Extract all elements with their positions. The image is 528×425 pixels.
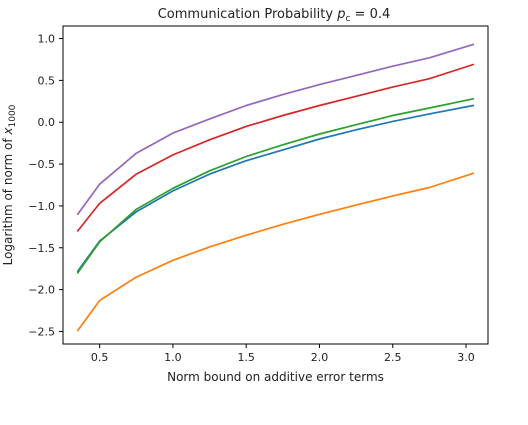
y-tick-label: −0.5 xyxy=(28,158,55,171)
y-axis-label: Logarithm of norm of x1000 xyxy=(1,104,18,265)
series-line-3 xyxy=(76,97,475,274)
x-tick-label: 3.0 xyxy=(457,351,475,364)
x-tick-label: 2.5 xyxy=(384,351,402,364)
x-tick-label: 0.5 xyxy=(91,351,109,364)
y-tick-label: 0.5 xyxy=(38,74,56,87)
y-axis-ticks: −2.5 −2.0 −1.5 −1.0 −0.5 0.0 0.5 1.0 xyxy=(28,33,63,338)
plot-frame xyxy=(62,25,489,345)
y-axis-label-text: Logarithm of norm of xyxy=(1,135,15,266)
x-axis-ticks: 0.5 1.0 1.5 2.0 2.5 3.0 xyxy=(91,344,475,364)
x-tick-label: 1.0 xyxy=(164,351,182,364)
y-tick-label: 0.0 xyxy=(38,116,56,129)
x-tick-label: 2.0 xyxy=(311,351,329,364)
series-line-2 xyxy=(76,172,475,332)
chart-title-symbol: p xyxy=(336,7,345,22)
y-tick-label: −2.5 xyxy=(28,325,55,338)
y-tick-label: −1.0 xyxy=(28,200,55,213)
y-tick-label: 1.0 xyxy=(38,33,56,46)
chart-title-text: Communication Probability xyxy=(158,7,337,22)
chart-title: Communication Probability pc = 0.4 xyxy=(158,7,391,24)
y-tick-label: −1.5 xyxy=(28,242,55,255)
x-axis-label: Norm bound on additive error terms xyxy=(167,370,384,384)
series-line-5 xyxy=(76,43,475,216)
y-axis-label-subscript: 1000 xyxy=(8,104,18,127)
series-lines xyxy=(76,43,475,332)
chart-title-value: = 0.4 xyxy=(350,7,390,22)
y-tick-label: −2.0 xyxy=(28,284,55,297)
x-tick-label: 1.5 xyxy=(237,351,255,364)
y-axis-label-symbol: x xyxy=(1,127,15,136)
chart-title-subscript: c xyxy=(345,14,350,24)
series-line-4 xyxy=(76,63,475,232)
series-line-1 xyxy=(76,104,475,273)
